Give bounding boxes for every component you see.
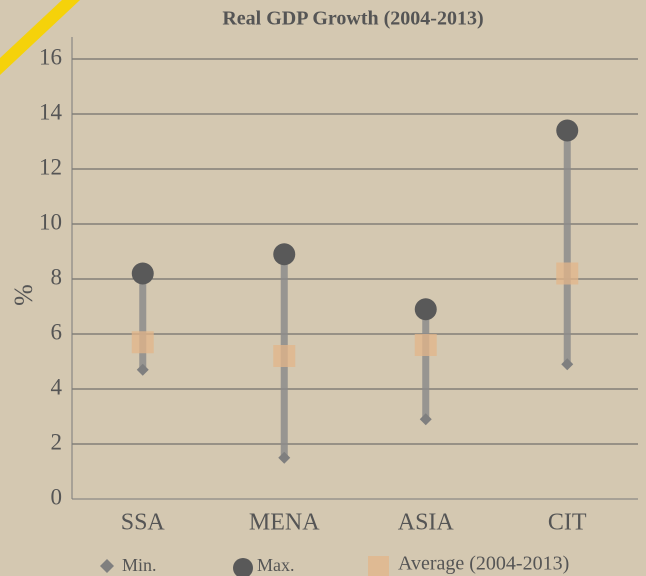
max-marker	[414, 298, 437, 321]
max-marker	[131, 262, 154, 285]
min-marker	[136, 363, 149, 376]
average-marker	[414, 334, 437, 356]
legend-swatch	[100, 559, 114, 573]
y-tick-label: 16	[39, 44, 62, 69]
y-axis-label: %	[9, 284, 38, 306]
x-tick-label: ASIA	[398, 510, 455, 536]
chart-title: Real GDP Growth (2004-2013)	[222, 8, 483, 30]
y-tick-label: 2	[51, 429, 63, 454]
min-marker	[278, 451, 291, 464]
legend-label: Min.	[122, 555, 157, 575]
max-marker	[556, 119, 579, 142]
average-marker	[131, 331, 154, 354]
y-tick-label: 12	[39, 154, 62, 179]
x-tick-label: SSA	[121, 510, 166, 536]
min-marker	[561, 358, 574, 371]
y-tick-label: 6	[51, 319, 63, 344]
x-tick-label: CIT	[548, 510, 587, 536]
corner-ribbon-inner	[0, 0, 62, 58]
legend-label: Max.	[257, 555, 295, 575]
y-tick-label: 10	[39, 209, 62, 234]
average-marker	[273, 345, 296, 367]
average-marker	[556, 262, 579, 285]
legend-label: Average (2004-2013)	[398, 553, 569, 575]
x-tick-label: MENA	[249, 510, 320, 536]
y-tick-label: 0	[51, 484, 63, 509]
y-tick-label: 14	[39, 99, 63, 124]
legend-swatch	[233, 558, 253, 576]
y-tick-label: 4	[51, 374, 63, 399]
max-marker	[273, 243, 296, 266]
min-marker	[419, 413, 432, 426]
y-tick-label: 8	[51, 264, 63, 289]
legend-swatch	[368, 556, 389, 576]
